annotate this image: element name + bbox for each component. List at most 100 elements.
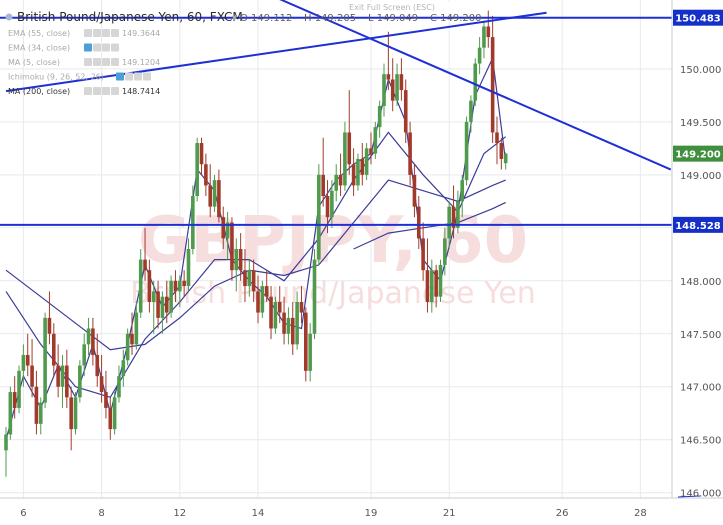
candle-body — [99, 376, 104, 393]
candle-body — [82, 344, 87, 366]
remove-indicator-icon[interactable] — [111, 87, 119, 95]
candle-body — [299, 301, 304, 313]
indicator-settings-icon[interactable] — [125, 72, 133, 81]
price-tag-label: 150.483 — [675, 14, 721, 25]
remove-indicator-icon[interactable] — [143, 72, 151, 81]
collapse-arrow-icon[interactable]: ▾ — [232, 13, 237, 24]
candle-body — [43, 317, 47, 403]
indicator-settings-icon[interactable] — [102, 87, 110, 95]
candle-body — [351, 164, 356, 186]
candle-body — [451, 206, 456, 228]
candle-body — [91, 328, 95, 355]
time-tick-label: 21 — [443, 508, 456, 519]
candle-body — [364, 148, 369, 175]
watermark-subtitle: British Pound/Japanese Yen — [130, 276, 536, 311]
indicator-label: MA (200, close) — [8, 87, 70, 96]
indicator-settings-icon[interactable] — [102, 58, 110, 66]
candle-body — [143, 259, 147, 271]
price-tick-label: 149.000 — [680, 171, 721, 182]
candle-body — [34, 386, 39, 424]
price-tag — [673, 216, 723, 233]
trendline[interactable] — [262, 0, 672, 171]
candle-body — [60, 365, 65, 387]
indicator-settings-icon[interactable] — [102, 43, 110, 52]
time-tick-label: 26 — [556, 508, 569, 519]
candle-body — [164, 296, 169, 313]
candle-body — [347, 132, 352, 165]
indicator-settings-icon[interactable] — [93, 87, 101, 95]
trendlines[interactable] — [0, 0, 701, 498]
indicator-settings-icon[interactable] — [84, 43, 92, 52]
indicator-settings-icon[interactable] — [134, 72, 142, 81]
candle-body — [282, 312, 286, 334]
candle-body — [56, 365, 60, 387]
candle-body — [356, 158, 360, 186]
candle-body — [86, 328, 91, 345]
candle-body — [290, 317, 295, 345]
candle-body — [469, 100, 473, 122]
indicator-settings-icon[interactable] — [93, 29, 101, 37]
candle-body — [108, 407, 113, 430]
candle-body — [12, 392, 17, 408]
candle-body — [486, 26, 491, 38]
exit-fullscreen-hint-bg[interactable] — [325, 2, 459, 13]
candle-body — [377, 105, 382, 128]
indicator-settings-icon[interactable] — [102, 29, 110, 37]
candle-body — [151, 291, 156, 302]
indicator-label: EMA (34, close) — [8, 44, 70, 53]
candle-body — [134, 312, 139, 345]
candle-body — [51, 333, 56, 366]
candlesticks — [4, 10, 508, 477]
candle-body — [17, 370, 21, 408]
time-tick-label: 6 — [20, 508, 26, 519]
indicator-settings-icon[interactable] — [84, 29, 92, 37]
price-tag-label: 149.200 — [675, 150, 721, 161]
indicator-settings-icon[interactable] — [93, 58, 101, 66]
candle-body — [21, 354, 26, 371]
exit-fullscreen-hint[interactable]: Exit Full Screen (ESC) — [349, 3, 435, 12]
candle-body — [130, 333, 134, 345]
candle-body — [438, 264, 443, 297]
indicator-value: 149.1204 — [122, 58, 160, 67]
time-axis[interactable]: 68121419212628Apr — [20, 508, 723, 519]
candle-body — [360, 158, 365, 175]
indicator-settings-icon[interactable] — [84, 87, 92, 95]
candle-body — [390, 79, 395, 101]
candle-body — [121, 360, 126, 377]
candle-body — [443, 238, 447, 265]
time-tick-label: 14 — [252, 508, 265, 519]
price-tick-label: 150.000 — [680, 65, 721, 76]
candle-body — [217, 180, 221, 218]
candle-body — [204, 164, 208, 186]
remove-indicator-icon[interactable] — [111, 43, 119, 52]
candle-body — [421, 238, 425, 271]
candle-body — [186, 249, 191, 287]
candle-body — [173, 280, 178, 292]
trendline-stub — [677, 495, 701, 498]
indicator-settings-icon[interactable] — [84, 58, 92, 66]
trendline[interactable] — [5, 11, 547, 93]
candle-body — [334, 174, 339, 191]
candle-body — [460, 180, 465, 202]
price-tick-label: 146.000 — [680, 489, 721, 500]
candle-body — [482, 26, 486, 48]
candle-body — [477, 47, 482, 64]
remove-indicator-icon[interactable] — [111, 58, 119, 66]
candle-body — [247, 270, 252, 287]
candle-body — [277, 301, 282, 313]
candle-body — [182, 280, 186, 287]
indicator-settings-icon[interactable] — [93, 43, 101, 52]
candle-body — [191, 196, 195, 249]
indicator-settings-icon[interactable] — [116, 72, 124, 81]
time-tick-label: 28 — [634, 508, 647, 519]
candle-body — [117, 376, 121, 398]
readout-close: C 149.200 — [430, 13, 482, 24]
candle-body — [321, 174, 325, 197]
candle-body — [95, 354, 100, 377]
candle-body — [208, 185, 213, 207]
remove-indicator-icon[interactable] — [111, 29, 119, 37]
indicator-value: 149.3644 — [122, 29, 160, 38]
candle-body — [73, 397, 78, 430]
